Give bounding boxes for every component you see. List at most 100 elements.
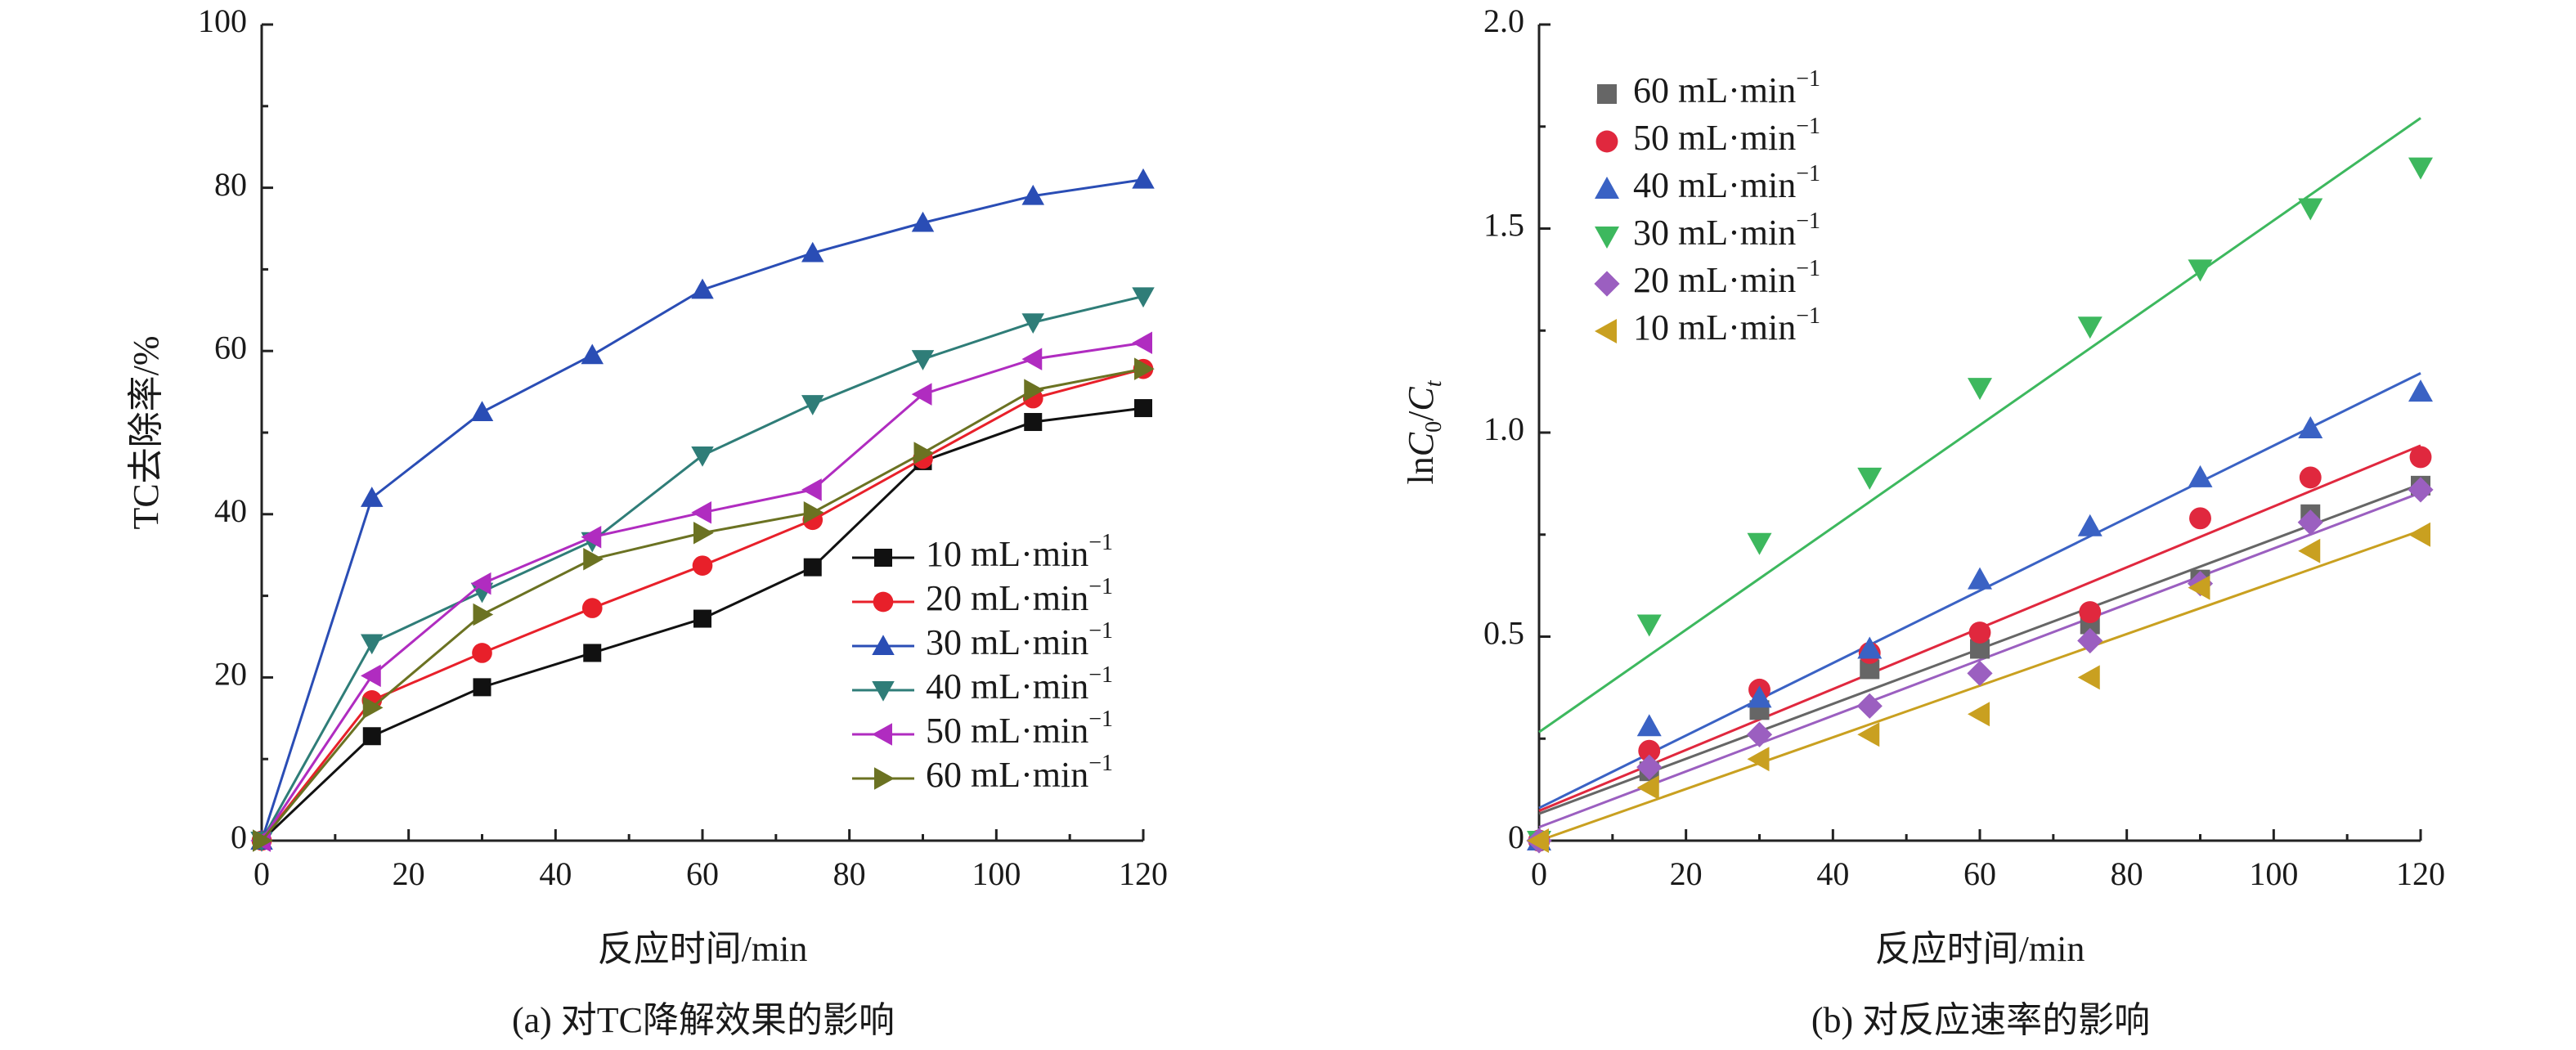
data-point (2298, 198, 2323, 221)
data-point (692, 555, 713, 576)
data-point (911, 211, 935, 232)
data-point (583, 644, 602, 662)
legend-marker (1595, 227, 1619, 249)
chart-a-ylabel: TC去除率/% (126, 335, 166, 529)
data-point (2408, 379, 2433, 402)
data-point (361, 487, 384, 507)
data-point (1856, 693, 1883, 719)
data-point (2408, 522, 2430, 547)
data-point (2409, 446, 2432, 469)
data-point (2298, 538, 2321, 563)
chart-b-caption: (b) 对反应速率的影响 (1811, 1000, 2150, 1040)
legend-label: 40 mL·min−1 (1633, 161, 1820, 205)
legend-marker (1595, 319, 1617, 343)
legend-marker (1595, 177, 1619, 199)
data-point (1968, 567, 1992, 590)
legend-label: 20 mL·min−1 (1633, 256, 1820, 300)
data-point (1021, 184, 1044, 205)
data-point (911, 350, 935, 370)
y-tick-label: 100 (198, 2, 247, 39)
x-tick-label: 60 (1963, 855, 1996, 892)
data-point (361, 664, 381, 688)
data-point (1636, 714, 1662, 737)
x-tick-label: 80 (833, 855, 866, 892)
data-point (2299, 466, 2322, 489)
data-point (2189, 507, 2211, 530)
data-point (1636, 754, 1663, 780)
data-point (1857, 636, 1883, 659)
chart-a: 0 20 40 60 80 100 120 0 20 40 60 80 100 反应时间/min TC去… (126, 2, 1168, 1040)
data-point (691, 446, 714, 467)
y-tick-label: 0.5 (1483, 615, 1524, 652)
legend-marker (874, 767, 895, 790)
x-tick-label: 60 (686, 855, 719, 892)
x-tick-label: 120 (1119, 855, 1168, 892)
data-point (801, 478, 822, 501)
data-point (2408, 477, 2434, 503)
legend-marker (872, 681, 895, 702)
data-point (1132, 331, 1152, 354)
legend-label: 20 mL·min−1 (926, 574, 1113, 618)
x-tick-label: 100 (972, 855, 1021, 892)
x-tick-label: 120 (2396, 855, 2445, 892)
fit-line (1538, 491, 2421, 828)
data-point (1857, 467, 1883, 490)
data-point (362, 696, 384, 720)
y-tick-label: 60 (214, 329, 247, 366)
legend-marker (1595, 130, 1618, 153)
data-point (1747, 532, 1772, 555)
legend-marker (1594, 271, 1620, 297)
data-point (1967, 660, 1993, 687)
data-point (1747, 685, 1772, 708)
x-tick-label: 0 (1531, 855, 1547, 892)
data-point (1132, 168, 1155, 189)
chart-a-ticks: 0 20 40 60 80 100 120 0 20 40 60 80 100 (198, 2, 1168, 892)
data-point (913, 442, 935, 464)
data-point (2077, 514, 2103, 536)
legend-label: 10 mL·min−1 (1633, 303, 1820, 348)
data-point (2077, 665, 2100, 690)
y-tick-label: 1.5 (1483, 207, 1524, 244)
y-tick-label: 0 (1508, 819, 1524, 855)
data-point (801, 241, 824, 262)
data-point (693, 609, 711, 628)
fit-line (1538, 117, 2421, 734)
data-point (581, 598, 603, 618)
data-point (473, 678, 491, 697)
legend-marker (872, 723, 892, 746)
data-point (470, 401, 494, 422)
chart-a-legend: 10 mL·min−120 mL·min−130 mL·min−140 mL·m… (852, 530, 1113, 795)
chart-b: 0 20 40 60 80 100 120 0 0.5 1.0 1.5 2.0 反应时间/min ln… (1401, 2, 2445, 1040)
data-point (1746, 721, 1773, 747)
y-tick-label: 20 (214, 656, 247, 693)
x-tick-label: 20 (393, 855, 425, 892)
data-point (1968, 702, 1990, 727)
data-point (1021, 348, 1043, 370)
data-point (911, 383, 932, 406)
legend-label: 60 mL·min−1 (1633, 66, 1820, 110)
legend-label: 50 mL·min−1 (926, 707, 1113, 751)
data-point (693, 522, 714, 545)
data-point (581, 525, 602, 549)
legend-marker (873, 591, 894, 612)
data-point (1968, 378, 1992, 401)
data-point (253, 829, 273, 852)
data-point (803, 558, 822, 577)
data-point (801, 395, 824, 415)
data-point (1134, 399, 1152, 418)
data-point (803, 501, 824, 524)
data-point (2188, 464, 2213, 487)
data-point (472, 643, 492, 663)
x-tick-label: 100 (2249, 855, 2298, 892)
data-point (2079, 601, 2102, 623)
data-point (1636, 614, 1662, 637)
y-tick-label: 40 (214, 492, 247, 529)
data-point (1527, 828, 1549, 853)
x-tick-label: 20 (1670, 855, 1703, 892)
data-point (691, 501, 711, 524)
data-point (2077, 627, 2103, 654)
data-point (1857, 722, 1880, 747)
data-point (361, 634, 384, 655)
y-tick-label: 2.0 (1483, 2, 1524, 39)
